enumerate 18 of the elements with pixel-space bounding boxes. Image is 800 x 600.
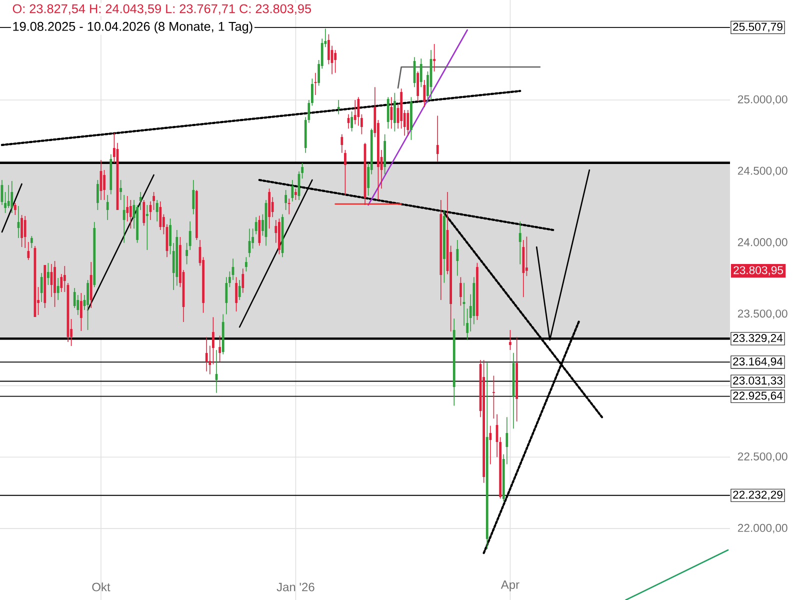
chart-title: O: 23.827,54 H: 24.043,59 L: 23.767,71 C: 23.803,95 <box>12 4 312 15</box>
ref-line-label: 23.031,33 <box>733 376 782 386</box>
text: 23.803,95 <box>734 266 784 276</box>
ref-line-label: 23.329,24 <box>733 334 783 344</box>
ref-line-label: 23.164,94 <box>733 357 783 367</box>
text: 19.08.2025 - 10.04.2026 (8 Monate, 1 Tag) <box>13 22 252 34</box>
y-tick-label: 24.500,00 <box>738 166 788 176</box>
x-tick-label: Jan '26 <box>276 582 314 592</box>
y-tick-label: 22.000,00 <box>738 524 788 534</box>
ref-line-label: 22.232,29 <box>733 490 782 500</box>
ref-line-label: 25.507,79 <box>733 22 782 32</box>
x-tick-label: Okt <box>92 582 110 592</box>
y-tick-label: 25.000,00 <box>738 95 788 105</box>
x-tick-label: Apr <box>500 580 520 592</box>
ref-line-label: 22.925,64 <box>733 392 783 402</box>
y-tick-label: 24.000,00 <box>738 238 788 248</box>
y-tick-label: 23.500,00 <box>738 310 788 319</box>
y-tick-label: 22.500,00 <box>738 452 788 462</box>
